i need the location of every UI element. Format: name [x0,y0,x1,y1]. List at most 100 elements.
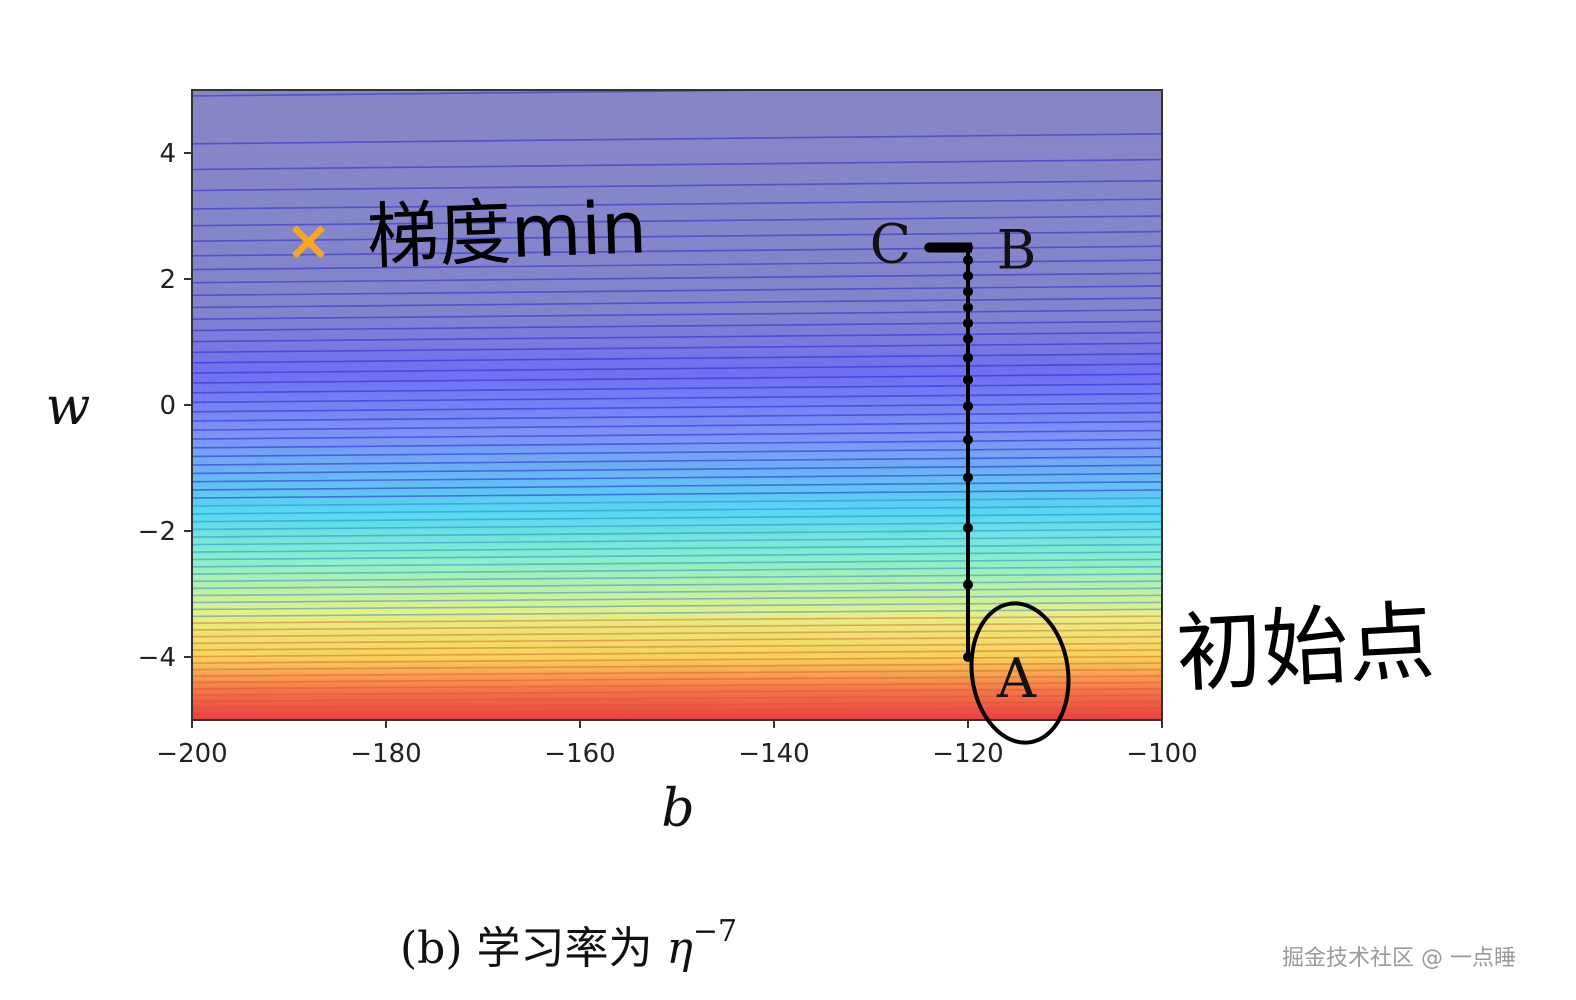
contour-line [192,342,1162,354]
contour-line [192,594,1162,604]
start-annotation: 初始点 [1174,592,1437,705]
contour-line [192,536,1162,546]
contour-line [192,543,1162,553]
contour-line [192,629,1162,638]
point-labels: A B C [870,212,1037,710]
point-label-a: A [996,647,1037,710]
contour-line [192,133,1162,145]
contour-line [192,668,1162,677]
contour-line [192,297,1162,309]
contour-line [192,565,1162,575]
contour-line [192,700,1162,709]
gradient-path [924,242,973,662]
start-circle [969,601,1071,745]
contour-line [192,551,1162,561]
contour-line [192,215,1162,227]
contour-line [192,447,1162,458]
caption-prefix: (b) 学习率为 [400,923,667,974]
contour-line [192,505,1162,515]
x-tick-label: −180 [350,739,421,769]
y-tick-label: 2 [159,265,176,295]
contour-line [192,245,1162,257]
contour-line [192,622,1162,631]
point-label-c: C [870,212,911,275]
path-point [963,374,973,385]
contour-line [192,513,1162,523]
x-tick-label: −100 [1126,739,1197,769]
contour-line [192,420,1162,431]
contour-line [192,558,1162,568]
path-point [963,579,973,590]
contour-line [192,331,1162,343]
contour-line [192,681,1162,690]
y-tick-label: −4 [138,643,176,673]
contour-line [192,158,1162,171]
contour-line [192,615,1162,624]
contour-line [192,662,1162,671]
path-point [963,401,973,412]
contour-line [192,649,1162,658]
y-tick-label: 4 [159,139,176,169]
contour-line [192,198,1162,210]
point-label-b: B [997,219,1037,282]
contour-line [192,481,1162,491]
contour-line [192,438,1162,449]
contour-line [192,272,1162,284]
contour-line [192,472,1162,483]
x-tick-label: −140 [738,739,809,769]
contour-line [192,309,1162,320]
contour-line [192,392,1162,404]
contour-line [192,655,1162,664]
contour-line [192,580,1162,590]
contour-line [192,402,1162,413]
contour-line [192,688,1162,696]
caption-exponent: −7 [692,914,738,950]
contour-line [192,320,1162,332]
contour-line [192,285,1162,297]
contour-line [192,694,1162,703]
path-point [963,472,973,483]
y-tick-label: 0 [159,391,176,421]
contour-line [192,601,1162,611]
path-point [963,286,973,297]
path-point [963,318,973,329]
contour-line [192,520,1162,531]
contour-line [192,706,1162,715]
x-axis-label: b [661,779,694,839]
contour-line [192,230,1162,243]
path-point [963,270,973,281]
contour-line [192,642,1162,651]
contour-line [192,587,1162,597]
contour-line [192,373,1162,384]
contour-line [192,363,1162,374]
watermark: 掘金技术社区 @ 一点睡 [1282,946,1516,971]
x-tick-label: −120 [932,739,1003,769]
contour-line [192,383,1162,394]
x-tick-label: −200 [156,739,227,769]
figure-caption: (b) 学习率为 η−7 [400,912,737,976]
path-point [963,352,973,363]
contour-line [192,352,1162,364]
y-ticks: −4 −2 0 2 4 [138,139,192,673]
minimum-marker: × [285,209,332,274]
contour-line [192,489,1162,499]
contour-line [192,608,1162,618]
y-axis-label: w [46,377,91,437]
path-point [963,522,973,533]
contour-line [192,573,1162,583]
contour-line [192,429,1162,440]
contour-line [192,464,1162,475]
path-point [963,302,973,313]
contour-line [192,455,1162,466]
contour-line [192,259,1162,271]
x-tick-label: −160 [544,739,615,769]
y-tick-label: −2 [138,517,176,547]
contour-line [192,179,1162,192]
caption-symbol: η [666,923,693,974]
contour-line [192,675,1162,684]
path-point [963,333,973,344]
min-annotation: 梯度min [366,185,649,279]
path-point [963,434,973,445]
path-point [963,255,973,266]
